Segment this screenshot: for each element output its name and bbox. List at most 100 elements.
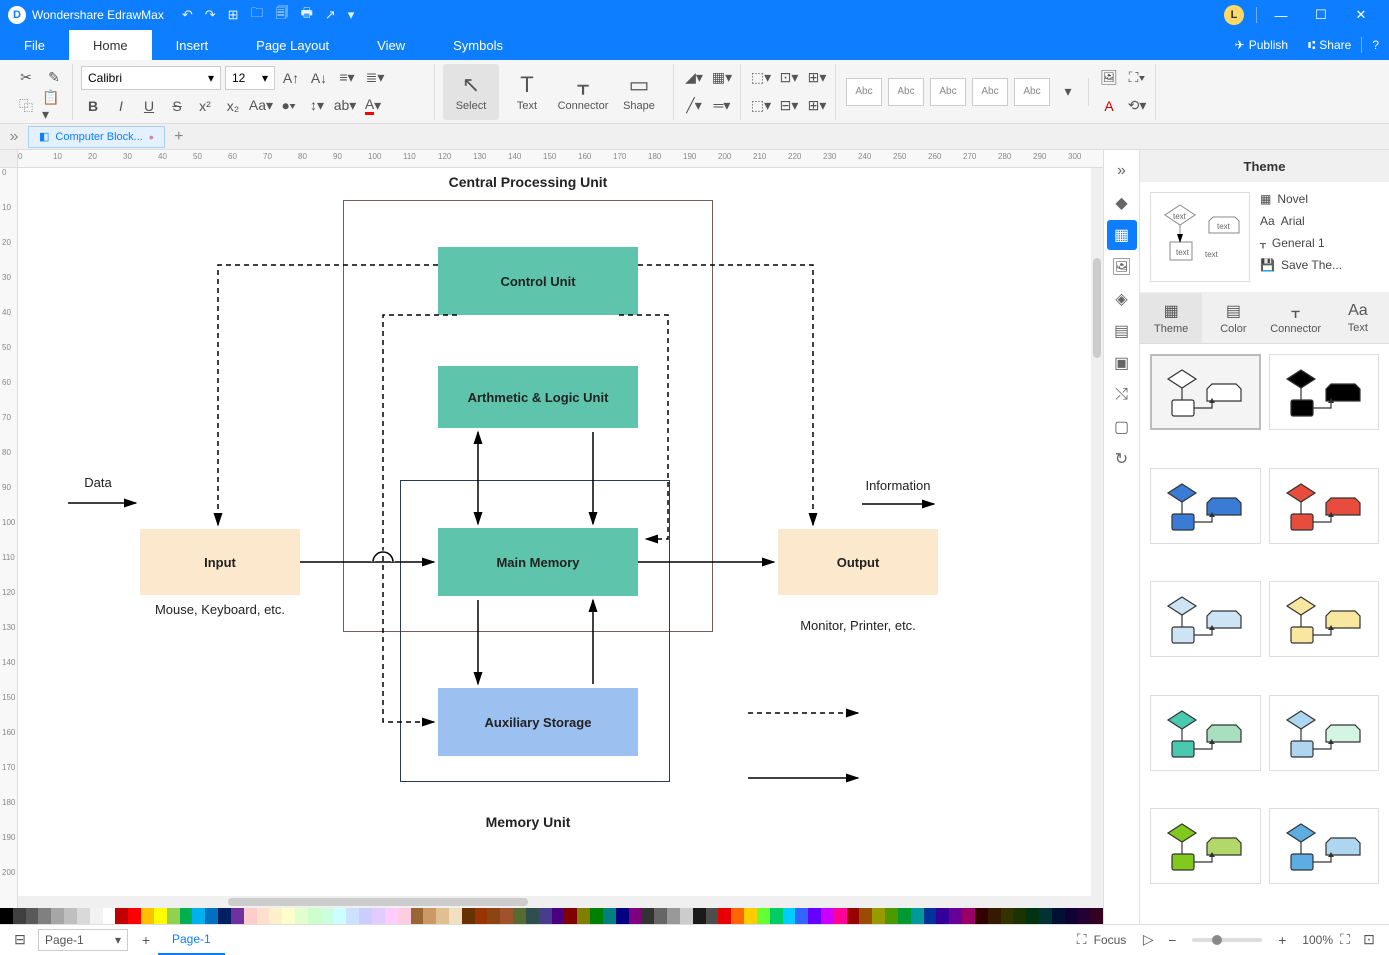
maximize-button[interactable]: ☐ [1301,7,1341,23]
style-item[interactable]: Abc [888,78,924,106]
rotate-icon[interactable]: ⟲▾ [1125,94,1149,118]
color-swatch[interactable] [603,908,616,924]
tab-color[interactable]: ▤Color [1202,293,1264,343]
color-swatch[interactable] [641,908,654,924]
share-button[interactable]: ⑆Share [1298,38,1361,52]
highlight-icon[interactable]: ab▾ [333,94,357,118]
zoom-in-icon[interactable]: + [1270,928,1294,952]
ungroup-icon[interactable]: ⊟▾ [777,94,801,118]
bold-icon[interactable]: B [81,94,105,118]
color-swatch[interactable] [808,908,821,924]
rail-expand-icon[interactable]: » [1107,156,1137,186]
color-swatch[interactable] [718,908,731,924]
canvas[interactable]: Central Processing Unit Control Unit Art… [18,168,1091,908]
menu-view[interactable]: View [353,30,429,60]
bring-front-icon[interactable]: ⬚▾ [749,66,773,90]
color-swatch[interactable] [962,908,975,924]
color-swatch[interactable] [1039,908,1052,924]
color-swatch[interactable] [1078,908,1091,924]
expand-left-icon[interactable]: » [4,128,24,146]
color-swatch[interactable] [898,908,911,924]
color-swatch[interactable] [1065,908,1078,924]
theme-card[interactable] [1269,581,1380,657]
rail-theme-icon[interactable]: ▦ [1107,220,1137,250]
color-swatch[interactable] [269,908,282,924]
style-item[interactable]: Abc [846,78,882,106]
copy-icon[interactable]: ⿻ [14,94,38,118]
send-back-icon[interactable]: ⬚▾ [749,94,773,118]
case-icon[interactable]: Aa▾ [249,94,273,118]
underline-icon[interactable]: U [137,94,161,118]
color-swatch[interactable] [90,908,103,924]
color-swatch[interactable] [526,908,539,924]
menu-insert[interactable]: Insert [152,30,233,60]
color-swatch[interactable] [1026,908,1039,924]
distribute-icon[interactable]: ⊞▾ [805,94,829,118]
color-swatch[interactable] [64,908,77,924]
theme-card[interactable] [1269,468,1380,544]
color-swatch[interactable] [706,908,719,924]
sub-icon[interactable]: x₂ [221,94,245,118]
alu-box[interactable]: Arthmetic & Logic Unit [438,366,638,428]
color-swatch[interactable] [26,908,39,924]
text-tool[interactable]: TText [499,64,555,120]
line-icon[interactable]: ╱▾ [682,94,706,118]
theme-card[interactable] [1150,808,1261,884]
color-swatch[interactable] [590,908,603,924]
color-swatch[interactable] [462,908,475,924]
color-swatch[interactable] [667,908,680,924]
color-swatch[interactable] [744,908,757,924]
v-scrollbar[interactable] [1091,168,1103,908]
minimize-button[interactable]: — [1261,8,1301,23]
color-swatch[interactable] [257,908,270,924]
color-swatch[interactable] [680,908,693,924]
cut-icon[interactable]: ✂ [14,66,38,90]
color-swatch[interactable] [821,908,834,924]
align-icon[interactable]: ≡▾ [335,66,359,90]
color-swatch[interactable] [192,908,205,924]
theme-card[interactable] [1150,581,1261,657]
rail-image-icon[interactable]: 🖼 [1107,252,1137,282]
fill-icon[interactable]: ◢▾ [682,66,706,90]
color-swatch[interactable] [0,908,13,924]
color-swatch[interactable] [795,908,808,924]
color-swatch[interactable] [577,908,590,924]
menu-home[interactable]: Home [69,30,152,60]
redo-icon[interactable]: ↷ [205,7,216,23]
page-select[interactable]: Page-1▾ [38,929,128,951]
main-memory-box[interactable]: Main Memory [438,528,638,596]
font-select[interactable]: Calibri▾ [81,66,221,90]
color-swatch[interactable] [51,908,64,924]
color-swatch[interactable] [1052,908,1065,924]
color-swatch[interactable] [115,908,128,924]
color-swatch[interactable] [282,908,295,924]
color-swatch[interactable] [616,908,629,924]
color-swatch[interactable] [693,908,706,924]
menu-symbols[interactable]: Symbols [429,30,527,60]
strike-icon[interactable]: S [165,94,189,118]
select-tool[interactable]: ↖Select [443,64,499,120]
color-swatch[interactable] [423,908,436,924]
input-box[interactable]: Input [140,529,300,595]
fullscreen-icon[interactable]: ⊡ [1357,928,1381,952]
size-select[interactable]: 12▾ [225,66,275,90]
rail-history-icon[interactable]: ↻ [1107,444,1137,474]
color-swatch[interactable] [513,908,526,924]
color-swatch[interactable] [449,908,462,924]
color-swatch[interactable] [77,908,90,924]
zoom-out-icon[interactable]: − [1160,928,1184,952]
super-icon[interactable]: x² [193,94,217,118]
color-swatch[interactable] [398,908,411,924]
h-scrollbar[interactable] [18,896,1091,908]
help-button[interactable]: ? [1362,38,1389,52]
tab-text[interactable]: AaText [1327,293,1389,343]
theme-card[interactable] [1269,695,1380,771]
output-box[interactable]: Output [778,529,938,595]
prop-font[interactable]: AaArial [1260,214,1379,228]
color-swatch[interactable] [334,908,347,924]
theme-card[interactable] [1150,354,1261,430]
color-swatch[interactable] [231,908,244,924]
fit-page-icon[interactable]: ⛶ [1333,928,1357,952]
increase-font-icon[interactable]: A↑ [279,66,303,90]
color-swatch[interactable] [1013,908,1026,924]
